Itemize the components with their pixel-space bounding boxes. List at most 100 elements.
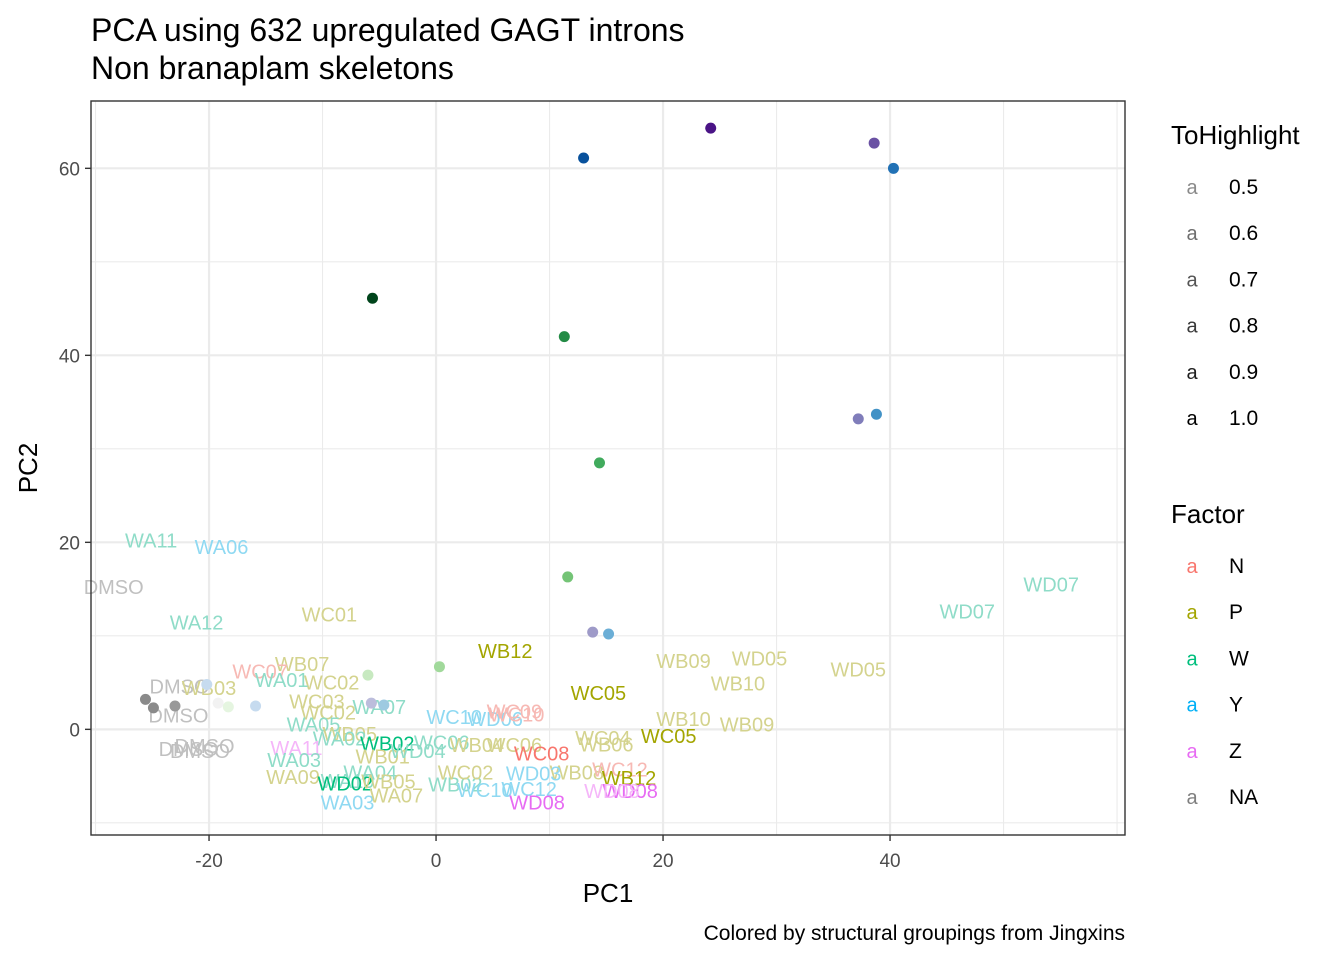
legend-key-glyph: a bbox=[1186, 741, 1198, 763]
sample-label: WC05 bbox=[571, 683, 627, 705]
sample-label: WC07 bbox=[232, 661, 288, 683]
sample-label: WD07 bbox=[1023, 574, 1079, 596]
legend-key-glyph: a bbox=[1186, 362, 1198, 384]
y-tick-label: 20 bbox=[59, 533, 80, 554]
sample-label: WC12 bbox=[501, 779, 557, 801]
sample-label: WA10 bbox=[321, 771, 375, 793]
data-point bbox=[366, 292, 378, 304]
sample-label: WD07 bbox=[939, 602, 995, 624]
data-point bbox=[578, 152, 590, 164]
sample-label: WB09 bbox=[656, 651, 710, 673]
sample-label: WA03 bbox=[321, 792, 375, 814]
data-point bbox=[887, 162, 899, 174]
data-points bbox=[139, 122, 899, 714]
y-axis-title: PC2 bbox=[13, 443, 43, 494]
sample-label: WC01 bbox=[302, 604, 358, 626]
chart-title: PCA using 632 upregulated GAGT introns bbox=[91, 12, 685, 48]
sample-label: WC02 bbox=[300, 703, 356, 725]
data-point bbox=[222, 701, 234, 713]
sample-label: WB05 bbox=[323, 724, 377, 746]
sample-label: WB07 bbox=[275, 654, 329, 676]
data-point bbox=[212, 697, 224, 709]
legend-title: Factor bbox=[1171, 499, 1245, 529]
sample-label: WA12 bbox=[170, 613, 224, 635]
sample-label: WD08 bbox=[584, 781, 640, 803]
sample-label: WA11 bbox=[125, 530, 177, 552]
legend-entry-label: 0.6 bbox=[1229, 222, 1258, 245]
x-tick-label: 20 bbox=[652, 851, 673, 872]
sample-label: WC04 bbox=[575, 728, 631, 750]
sample-label: WC02 bbox=[304, 673, 360, 695]
legend-entry-label: Y bbox=[1229, 694, 1243, 717]
sample-label: DMSO bbox=[170, 741, 230, 763]
sample-label: WB10 bbox=[656, 709, 710, 731]
sample-label: WD05 bbox=[732, 648, 788, 670]
legend-key-glyph: a bbox=[1186, 648, 1198, 670]
sample-label: WA05 bbox=[287, 715, 341, 737]
sample-label: WA09 bbox=[266, 767, 320, 789]
plot-panel-background bbox=[91, 101, 1125, 835]
sample-label: DMSO bbox=[84, 577, 144, 599]
data-point bbox=[868, 137, 880, 149]
data-point bbox=[852, 413, 864, 425]
sample-label: WD08 bbox=[602, 781, 658, 803]
legend-key-glyph: a bbox=[1186, 602, 1198, 624]
x-tick-label: 0 bbox=[431, 851, 442, 872]
sample-label: DMSO bbox=[159, 739, 219, 761]
sample-label: WA06 bbox=[195, 537, 249, 559]
sample-label: WB08 bbox=[550, 762, 604, 784]
data-point bbox=[201, 678, 213, 690]
data-point bbox=[250, 700, 262, 712]
sample-label: WB06 bbox=[579, 734, 633, 756]
sample-label: WC12 bbox=[592, 760, 648, 782]
sample-label: WB12 bbox=[478, 641, 532, 663]
legend-entry-label: P bbox=[1229, 601, 1243, 624]
sample-label: DMSO bbox=[175, 736, 235, 758]
y-tick-label: 40 bbox=[59, 346, 80, 367]
data-point bbox=[603, 628, 615, 640]
chart-subtitle: Non branaplam skeletons bbox=[91, 50, 454, 86]
data-point bbox=[870, 408, 882, 420]
legend-key-glyph: a bbox=[1186, 695, 1198, 717]
legend-entry-label: Z bbox=[1229, 740, 1242, 763]
data-point bbox=[562, 571, 574, 583]
sample-label: WB10 bbox=[711, 674, 765, 696]
sample-label: WD02 bbox=[317, 774, 373, 796]
sample-label: WB12 bbox=[602, 768, 656, 790]
sample-label: WA07 bbox=[369, 786, 423, 808]
sample-label: WB01 bbox=[355, 746, 409, 768]
data-point bbox=[169, 700, 181, 712]
sample-label: WD05 bbox=[830, 659, 886, 681]
sample-label: WC03 bbox=[289, 691, 345, 713]
legend-entry-label: 0.9 bbox=[1229, 361, 1258, 384]
legend-entry-label: 0.5 bbox=[1229, 176, 1258, 199]
sample-label: WA04 bbox=[343, 762, 397, 784]
sample-label: WD08 bbox=[509, 792, 565, 814]
x-axis-title: PC1 bbox=[583, 878, 634, 908]
sample-label: WB05 bbox=[361, 772, 415, 794]
x-tick-label: 40 bbox=[879, 851, 900, 872]
sample-label: WD06 bbox=[467, 709, 523, 731]
data-point bbox=[593, 457, 605, 469]
sample-label: WD03 bbox=[506, 763, 562, 785]
data-point bbox=[433, 661, 445, 673]
y-tick-label: 0 bbox=[69, 720, 80, 741]
data-point bbox=[378, 699, 390, 711]
sample-label: WB09 bbox=[720, 715, 774, 737]
data-point bbox=[147, 702, 159, 714]
sample-label: WC08 bbox=[514, 744, 570, 766]
chart-caption: Colored by structural groupings from Jin… bbox=[704, 922, 1125, 945]
sample-label: WC05 bbox=[641, 726, 697, 748]
legend-entry-label: 1.0 bbox=[1229, 407, 1258, 430]
sample-label: WB02 bbox=[428, 775, 482, 797]
data-point bbox=[365, 697, 377, 709]
legend-entry-label: 0.7 bbox=[1229, 268, 1258, 291]
sample-label: WA02 bbox=[313, 729, 367, 751]
sample-label: WC10 bbox=[457, 780, 513, 802]
sample-label: WB02 bbox=[360, 733, 414, 755]
data-point bbox=[139, 693, 151, 705]
legend-key-glyph: a bbox=[1186, 787, 1198, 809]
sample-label: WB04 bbox=[450, 735, 504, 757]
legend-entry-label: W bbox=[1229, 647, 1249, 670]
